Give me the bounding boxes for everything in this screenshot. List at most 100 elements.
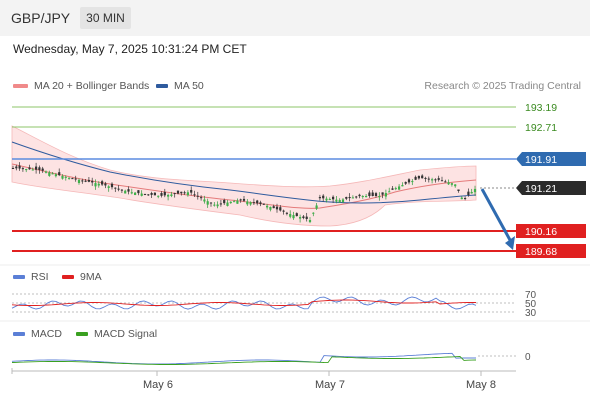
rsi-line — [11, 296, 477, 310]
legend-ma-bb: MA 20 + Bollinger Bands — [13, 80, 149, 92]
candle-body — [388, 191, 391, 193]
candle-body — [110, 183, 114, 188]
candle-body — [186, 192, 189, 196]
credit-text: Research © 2025 Trading Central — [424, 80, 581, 92]
rsi-swatch — [13, 275, 25, 280]
9ma-swatch — [62, 275, 74, 280]
legend-macd: MACD — [13, 328, 62, 340]
candle-body — [275, 206, 279, 210]
candle-body — [64, 176, 67, 178]
candle-body — [81, 180, 84, 182]
macd-signal-swatch — [76, 332, 88, 337]
ma-bb-label: MA 20 + Bollinger Bands — [34, 80, 150, 92]
candle-body — [351, 197, 354, 199]
candle-body — [394, 188, 397, 190]
9ma-label: 9MA — [80, 271, 102, 283]
candle-body — [279, 207, 282, 211]
candle-body — [160, 193, 163, 196]
macd-zero-label: 0 — [525, 352, 531, 363]
candle-body — [25, 169, 28, 171]
candle-body — [61, 176, 64, 179]
legend-macd-signal: MACD Signal — [76, 328, 157, 340]
candle-body — [242, 198, 246, 201]
candle-body — [348, 197, 351, 199]
candle-body — [120, 189, 123, 191]
candle-body — [176, 190, 180, 194]
ma50-line — [11, 141, 477, 204]
candle-body — [285, 212, 288, 214]
candle-body — [193, 194, 196, 196]
candle-body — [167, 194, 170, 197]
candle-body — [371, 192, 374, 196]
candle-body — [335, 199, 338, 202]
candle-body — [114, 187, 117, 189]
candle-body — [190, 189, 193, 193]
candle-body — [84, 180, 87, 182]
candle-body — [134, 192, 137, 195]
macd-swatch — [13, 332, 25, 337]
candle-body — [35, 166, 38, 170]
candle-body — [457, 189, 460, 191]
timestamp: Wednesday, May 7, 2025 10:31:24 PM CET — [13, 42, 247, 56]
pivot-label: 191.91 — [525, 154, 557, 166]
candle-body — [312, 212, 315, 214]
support-1-label: 190.16 — [525, 226, 557, 238]
candle-body — [94, 183, 97, 187]
macd-label: MACD — [31, 328, 62, 340]
candle-body — [440, 180, 444, 182]
candle-body — [229, 201, 232, 204]
legend-ma50: MA 50 — [156, 80, 204, 92]
symbol-label: GBP/JPY — [11, 10, 71, 26]
interval-button[interactable]: 30 MIN — [80, 7, 131, 29]
candle-body — [305, 216, 308, 220]
candle-body — [44, 171, 48, 173]
forecast-arrow-shaft — [480, 188, 512, 241]
candle-body — [51, 173, 54, 175]
candle-body — [365, 196, 368, 198]
candle-body — [318, 197, 321, 199]
candle-body — [58, 172, 61, 176]
candle-body — [206, 201, 209, 205]
candle-body — [374, 193, 378, 196]
candle-body — [431, 179, 434, 181]
candle-body — [127, 189, 130, 192]
bollinger-band — [11, 125, 477, 227]
ma50-swatch — [156, 84, 168, 89]
candle-body — [68, 177, 71, 179]
last-price-badge — [516, 181, 586, 195]
candle-body — [104, 183, 107, 186]
candle-body — [223, 200, 226, 204]
candle-body — [266, 205, 269, 208]
candle-body — [213, 204, 216, 206]
candle-body — [216, 204, 219, 207]
resistance-2-label: 192.71 — [525, 122, 557, 134]
candle-body — [180, 191, 183, 194]
candle-body — [153, 192, 156, 196]
candle-body — [28, 167, 31, 170]
candle-body — [421, 175, 424, 179]
candle-body — [41, 168, 44, 171]
candle-body — [302, 216, 305, 219]
candle-body — [338, 199, 341, 203]
candle-body — [434, 179, 437, 181]
legend-9ma: 9MA — [62, 271, 102, 283]
candle-body — [163, 191, 166, 196]
candle-body — [196, 195, 199, 197]
candle-body — [322, 195, 325, 199]
support-2-badge — [516, 244, 586, 258]
candle-body — [21, 168, 24, 170]
candle-body — [91, 180, 94, 183]
candle-body — [150, 192, 153, 195]
candle-body — [54, 174, 57, 177]
candle-body — [31, 169, 34, 171]
candle-body — [226, 202, 229, 206]
macd-signal-label: MACD Signal — [94, 328, 158, 340]
candle-body — [437, 178, 440, 180]
x-label-may7: May 7 — [315, 379, 345, 391]
candle-body — [341, 199, 345, 203]
candle-body — [355, 196, 358, 198]
candle-body — [239, 199, 242, 201]
candle-body — [252, 202, 255, 204]
pivot-badge — [516, 152, 586, 166]
